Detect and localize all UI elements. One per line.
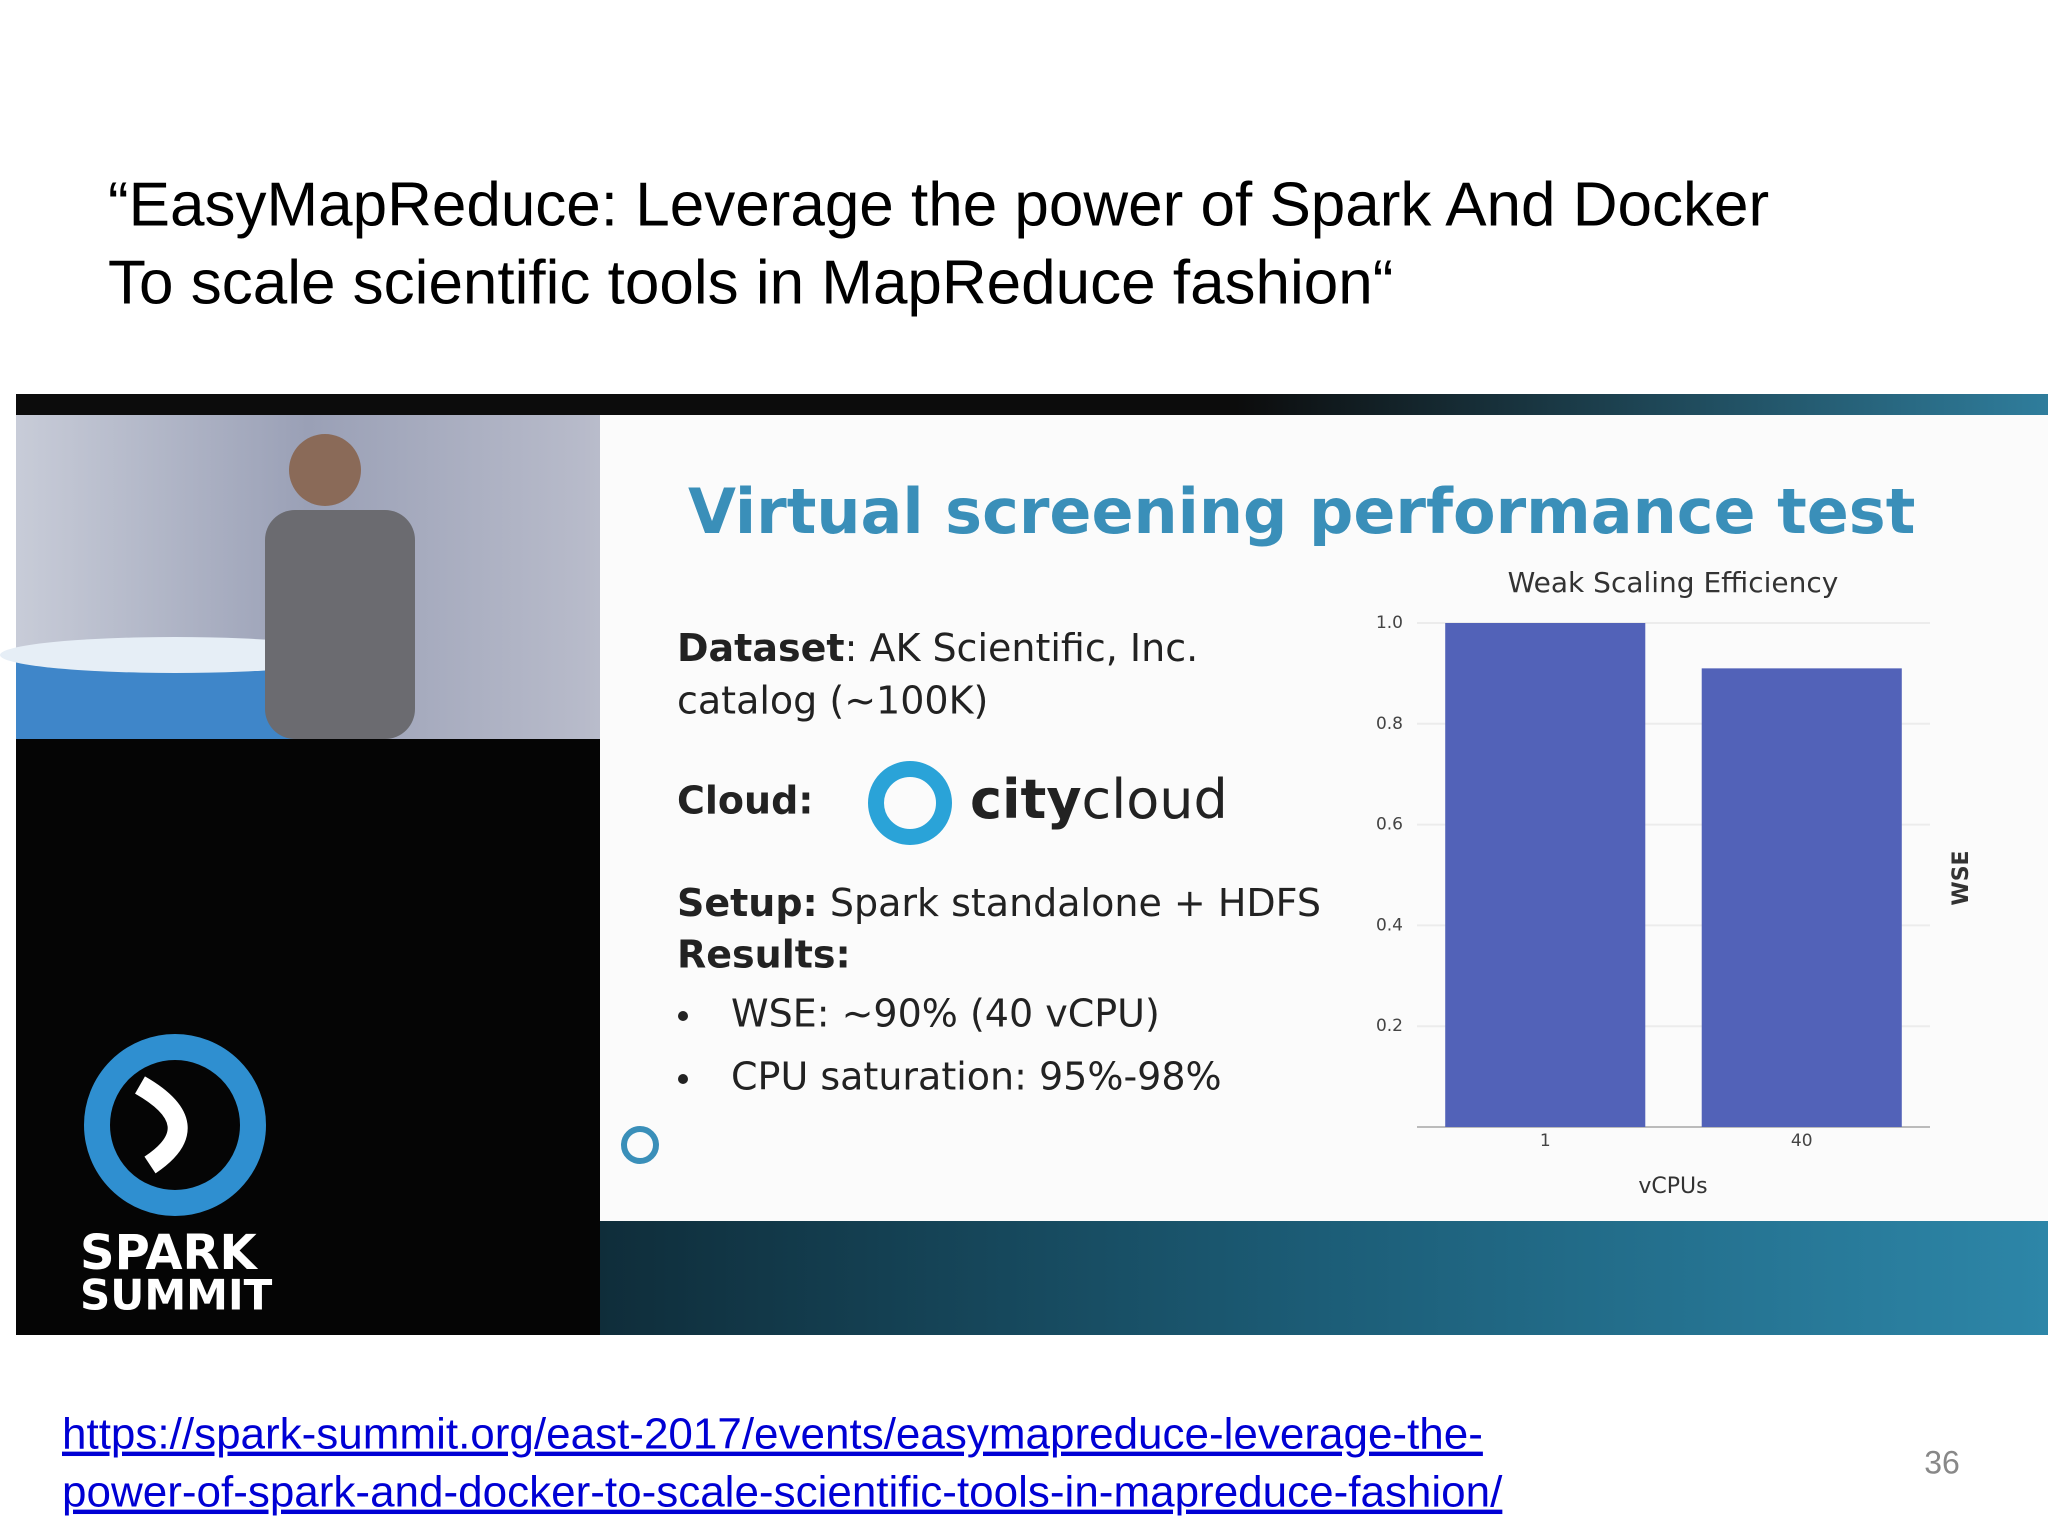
- citycloud-logo: [868, 761, 952, 845]
- bullet: [678, 1011, 688, 1021]
- bar: [1445, 623, 1646, 1127]
- y-tick-label: 1.0: [1376, 613, 1403, 633]
- setup-line: Setup: Spark standalone + HDFS: [677, 881, 1321, 925]
- dataset-line: Dataset: AK Scientific, Inc.: [677, 626, 1198, 670]
- citycloud-text: citycloud: [970, 768, 1228, 831]
- y-tick-label: 0.8: [1376, 714, 1403, 734]
- chart: Weak Scaling Efficiency vCPUs WSE 0.2 0.4…: [1376, 566, 1974, 1199]
- bar: [1701, 668, 1902, 1127]
- results-label: Results:: [677, 933, 851, 977]
- reference-link[interactable]: https://spark-summit.org/east-2017/event…: [62, 1410, 1503, 1517]
- y-tick-label: 0.2: [1376, 1016, 1403, 1036]
- speaker-head: [289, 434, 361, 506]
- video-bottom-band: [600, 1221, 2048, 1335]
- y-tick-label: 0.6: [1376, 815, 1403, 835]
- slide-title: To scale scientific tools in MapReduce f…: [108, 248, 1393, 317]
- x-tick-label: 1: [1540, 1131, 1551, 1151]
- spark-logo: [84, 1034, 266, 1216]
- y-tick-label: 0.4: [1376, 915, 1403, 935]
- x-axis-label: vCPUs: [1638, 1174, 1707, 1199]
- brand-text: SPARK: [80, 1225, 258, 1281]
- dataset-text: : AK Scientific, Inc.: [845, 626, 1199, 670]
- page-number: 36: [1924, 1444, 1960, 1480]
- y-axis-label: WSE: [1949, 850, 1974, 905]
- video-top-band: [16, 394, 2048, 415]
- dataset-text: catalog (~100K): [677, 679, 988, 723]
- small-spark-logo: [621, 1126, 659, 1164]
- cloud-label: Cloud:: [677, 779, 813, 823]
- setup-label: Setup:: [677, 881, 818, 925]
- speaker: [265, 510, 415, 739]
- spark-logo-mark: [134, 1076, 188, 1174]
- chart-title: Weak Scaling Efficiency: [1508, 566, 1839, 599]
- slide-title: “EasyMapReduce: Leverage the power of Sp…: [108, 170, 1769, 239]
- setup-text: Spark standalone + HDFS: [818, 881, 1321, 925]
- video-slide-title: Virtual screening performance test: [688, 475, 1915, 548]
- result-item: CPU saturation: 95%-98%: [731, 1055, 1222, 1099]
- dataset-label: Dataset: [677, 626, 845, 670]
- podium-top: [0, 637, 350, 673]
- link-text[interactable]: power-of-spark-and-docker-to-scale-scien…: [62, 1468, 1503, 1517]
- citycloud-cloud: cloud: [1082, 768, 1228, 831]
- bullet: [678, 1074, 688, 1084]
- x-tick-label: 40: [1791, 1131, 1813, 1151]
- link-text[interactable]: https://spark-summit.org/east-2017/event…: [62, 1410, 1483, 1459]
- brand-text: SUMMIT: [80, 1271, 273, 1320]
- citycloud-city: city: [970, 768, 1082, 831]
- result-item: WSE: ~90% (40 vCPU): [731, 992, 1160, 1036]
